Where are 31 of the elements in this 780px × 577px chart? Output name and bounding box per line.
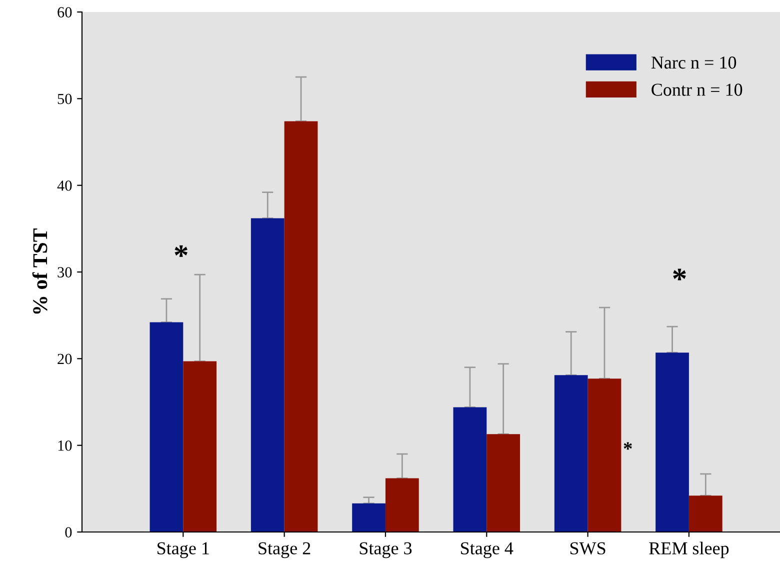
y-tick-label: 60 [58,7,72,18]
x-tick-label: Stage 3 [360,542,412,558]
annotation: * [174,245,188,257]
y-tick-label: 10 [58,440,72,451]
y-tick-label: 0 [65,527,72,538]
x-tick-label: Stage 1 [158,542,209,558]
y-tick-label: 50 [58,94,72,104]
bar [385,478,419,532]
y-tick-label: 40 [57,180,72,191]
annotation: * [624,442,632,450]
legend-label: Narc n = 10 [651,56,736,69]
y-tick-label: 30 [58,267,72,278]
bar [486,434,520,532]
bar [453,407,487,532]
y-tick-label: 20 [58,354,72,364]
y-axis-title: % of TST [32,228,48,314]
bar [284,121,318,532]
bar [656,352,689,532]
bar [588,378,622,532]
bar [250,218,284,532]
bar [150,322,184,532]
x-tick-label: Stage 2 [258,542,310,558]
bar [183,361,217,532]
bar [554,375,588,532]
bar [688,496,722,532]
x-tick-label: SWS [570,542,606,555]
x-tick-label: Stage 4 [461,542,514,558]
x-tick-label: REM sleep [649,542,729,558]
legend-label: Contr n = 10 [652,84,742,96]
annotation: * [673,268,686,280]
bar [352,503,386,532]
